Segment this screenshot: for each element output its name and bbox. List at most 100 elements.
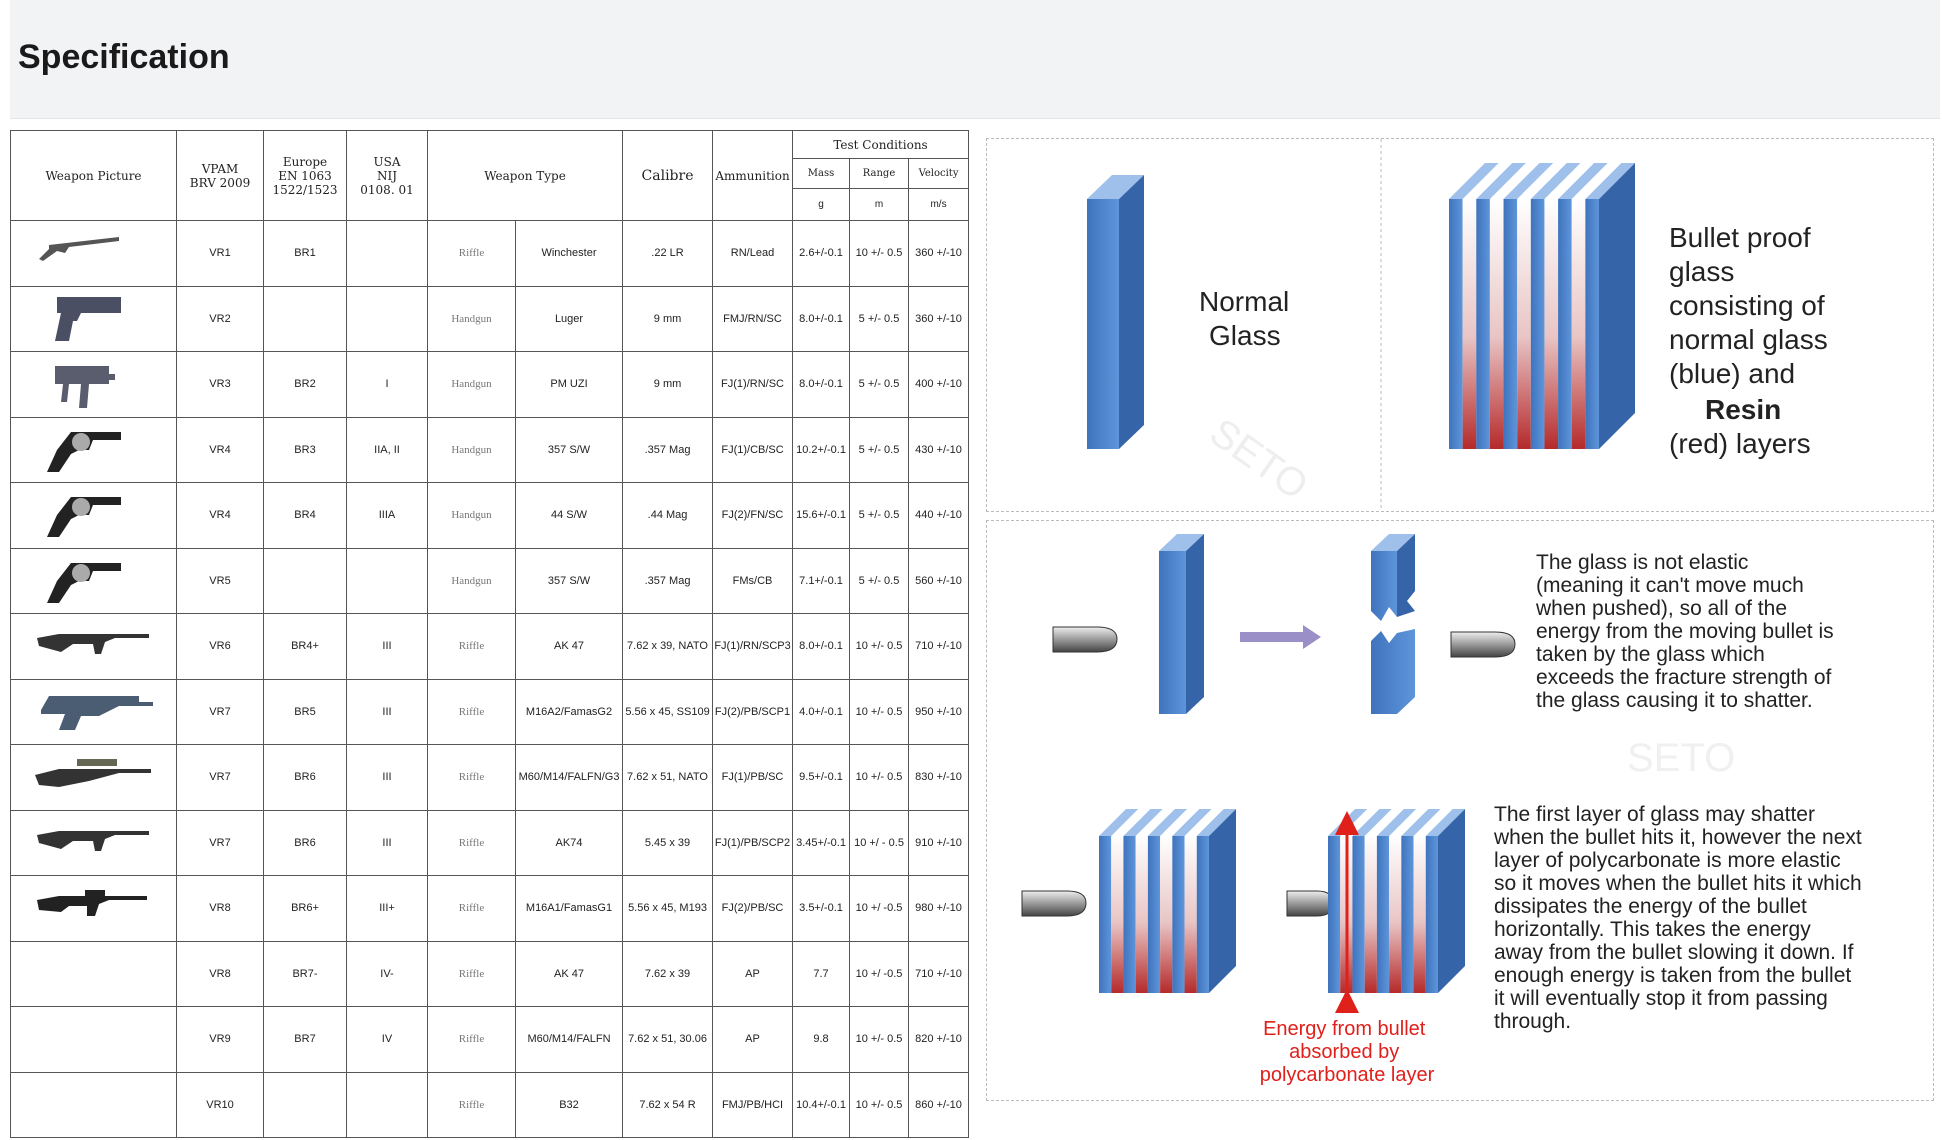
europe-level-cell: BR6+ bbox=[263, 875, 347, 942]
nij-level-cell bbox=[346, 220, 428, 287]
mass-cell: 8.0+/-0.1 bbox=[792, 613, 851, 680]
mass-cell: 15.6+/-0.1 bbox=[792, 482, 851, 549]
weapon-picture bbox=[10, 1071, 177, 1138]
weapon-kind-cell: Handgun bbox=[427, 547, 516, 614]
header-europe-line: EN 1063 bbox=[278, 168, 332, 183]
range-cell: 5 +/- 0.5 bbox=[849, 547, 910, 614]
weapon-picture bbox=[10, 678, 177, 745]
velocity-cell: 710 +/-10 bbox=[908, 940, 970, 1007]
vpam-level-cell: VR6 bbox=[176, 613, 264, 680]
bullpup-rifle-icon bbox=[40, 695, 153, 730]
glass-comparison-panel: SETO Normal Glass Bullet proof glass con… bbox=[986, 138, 1934, 512]
table-row: VR8 BR7- IV- Riffle AK 47 7.62 x 39 AP 7.7 10 +/… bbox=[10, 940, 970, 1007]
weapon-picture bbox=[10, 220, 177, 287]
smg-icon bbox=[54, 366, 115, 409]
europe-level-cell bbox=[263, 1071, 347, 1138]
header-europe: Europe EN 1063 1522/1523 bbox=[263, 130, 347, 221]
ammunition-cell: FJ(1)/RN/SC bbox=[712, 351, 794, 418]
europe-level-cell: BR4+ bbox=[263, 613, 347, 680]
header-weapon-type: Weapon Type bbox=[426, 130, 624, 221]
vpam-level-cell: VR4 bbox=[176, 416, 264, 483]
nij-level-cell bbox=[346, 1071, 428, 1138]
weapon-name-cell: M16A2/FamasG2 bbox=[514, 678, 624, 745]
table-row: VR7 BR5 III Riffle M16A2/FamasG2 5.56 x 45, S… bbox=[10, 678, 970, 745]
ammunition-cell: FJ(1)/PB/SC bbox=[712, 744, 794, 811]
weapon-name-cell: M60/M14/FALFN bbox=[514, 1006, 624, 1073]
header-usa-line: 0108. 01 bbox=[360, 182, 414, 197]
revolver-icon bbox=[46, 562, 121, 603]
europe-level-cell: BR7 bbox=[263, 1006, 347, 1073]
weapon-picture bbox=[10, 613, 177, 680]
europe-level-cell: BR3 bbox=[263, 416, 347, 483]
header-vpam-line: BRV 2009 bbox=[189, 175, 251, 190]
velocity-cell: 910 +/-10 bbox=[908, 809, 970, 876]
ammunition-cell: FJ(1)/CB/SC bbox=[712, 416, 794, 483]
nij-level-cell: I bbox=[346, 351, 428, 418]
polycarbonate-explanation-text: The first layer of glass may shatter when… bbox=[1493, 803, 1862, 1033]
calibre-cell: 5.56 x 45, SS109 bbox=[622, 678, 714, 745]
ammunition-cell: FJ(2)/FN/SC bbox=[712, 482, 794, 549]
table-body: VR1 BR1 Riffle Winchester .22 LR RN/Lead 2.6+/… bbox=[10, 220, 970, 1138]
nij-level-cell: IV bbox=[346, 1006, 428, 1073]
header-weapon-picture: Weapon Picture bbox=[10, 130, 177, 221]
weapon-name-cell: M60/M14/FALFN/G3 bbox=[514, 744, 624, 811]
nij-level-cell: IIIA bbox=[346, 482, 428, 549]
weapon-name-cell: AK 47 bbox=[514, 940, 624, 1007]
vpam-level-cell: VR10 bbox=[176, 1071, 264, 1138]
energy-absorbed-label: Energy from bullet absorbed by polycarbo… bbox=[1260, 1018, 1435, 1086]
mass-cell: 7.7 bbox=[792, 940, 851, 1007]
velocity-cell: 710 +/-10 bbox=[908, 613, 970, 680]
velocity-cell: 820 +/-10 bbox=[908, 1006, 970, 1073]
velocity-cell: 830 +/-10 bbox=[908, 744, 970, 811]
bullet-icon bbox=[1052, 626, 1118, 653]
ammunition-cell: FJ(2)/PB/SC bbox=[712, 875, 794, 942]
bulletproof-glass-layers bbox=[1449, 163, 1635, 449]
ammunition-cell: FMJ/PB/HCI bbox=[712, 1071, 794, 1138]
table-row: VR4 BR4 IIIA Handgun 44 S/W .44 Mag FJ(2)/FN/S… bbox=[10, 482, 970, 549]
nij-level-cell bbox=[346, 285, 428, 352]
weapon-kind-cell: Handgun bbox=[427, 285, 516, 352]
mass-cell: 10.4+/-0.1 bbox=[792, 1071, 851, 1138]
nij-level-cell: III+ bbox=[346, 875, 428, 942]
weapon-name-cell: M16A1/FamasG1 bbox=[514, 875, 624, 942]
unit-mass: g bbox=[792, 188, 851, 221]
table-row: VR7 BR6 III Riffle M60/M14/FALFN/G3 7.62 x 51… bbox=[10, 744, 970, 811]
range-cell: 5 +/- 0.5 bbox=[849, 351, 910, 418]
weapon-name-cell: 357 S/W bbox=[514, 547, 624, 614]
table-row: VR1 BR1 Riffle Winchester .22 LR RN/Lead 2.6+/… bbox=[10, 220, 970, 287]
header-mass: Mass bbox=[792, 158, 851, 189]
calibre-cell: 7.62 x 39 bbox=[622, 940, 714, 1007]
weapon-picture bbox=[10, 809, 177, 876]
range-cell: 10 +/ - 0.5 bbox=[849, 809, 910, 876]
vpam-level-cell: VR4 bbox=[176, 482, 264, 549]
range-cell: 10 +/ -0.5 bbox=[849, 875, 910, 942]
vpam-level-cell: VR7 bbox=[176, 744, 264, 811]
weapon-kind-cell: Riffle bbox=[427, 940, 516, 1007]
range-cell: 5 +/- 0.5 bbox=[849, 416, 910, 483]
glass-mechanism-panel: SETO The glass is not elastic (meaning it… bbox=[986, 520, 1934, 1101]
unit-velocity: m/s bbox=[908, 188, 970, 221]
calibre-cell: .22 LR bbox=[622, 220, 714, 287]
weapon-picture bbox=[10, 940, 177, 1007]
rifle-lever-icon bbox=[38, 237, 119, 262]
header-usa-line: USA bbox=[373, 154, 401, 169]
watermark: SETO bbox=[1202, 410, 1316, 508]
weapon-kind-cell: Riffle bbox=[427, 744, 516, 811]
table-row: VR5 Handgun 357 S/W .357 Mag FMs/CB 7.1+/-0.1… bbox=[10, 547, 970, 614]
page-header: Specification bbox=[10, 0, 1940, 119]
weapon-picture bbox=[10, 285, 177, 352]
mass-cell: 9.5+/-0.1 bbox=[792, 744, 851, 811]
weapon-kind-cell: Riffle bbox=[427, 1006, 516, 1073]
vpam-level-cell: VR3 bbox=[176, 351, 264, 418]
weapon-name-cell: B32 bbox=[514, 1071, 624, 1138]
header-vpam-line: VPAM bbox=[201, 161, 239, 176]
weapon-kind-cell: Riffle bbox=[427, 613, 516, 680]
nij-level-cell: III bbox=[346, 613, 428, 680]
weapon-picture bbox=[10, 547, 177, 614]
normal-glass-pane bbox=[1087, 175, 1144, 449]
weapon-picture bbox=[10, 744, 177, 811]
velocity-cell: 360 +/-10 bbox=[908, 285, 970, 352]
velocity-cell: 560 +/-10 bbox=[908, 547, 970, 614]
bulletproof-glass-layers bbox=[1099, 809, 1236, 993]
glass-pane-shattered bbox=[1371, 534, 1415, 714]
